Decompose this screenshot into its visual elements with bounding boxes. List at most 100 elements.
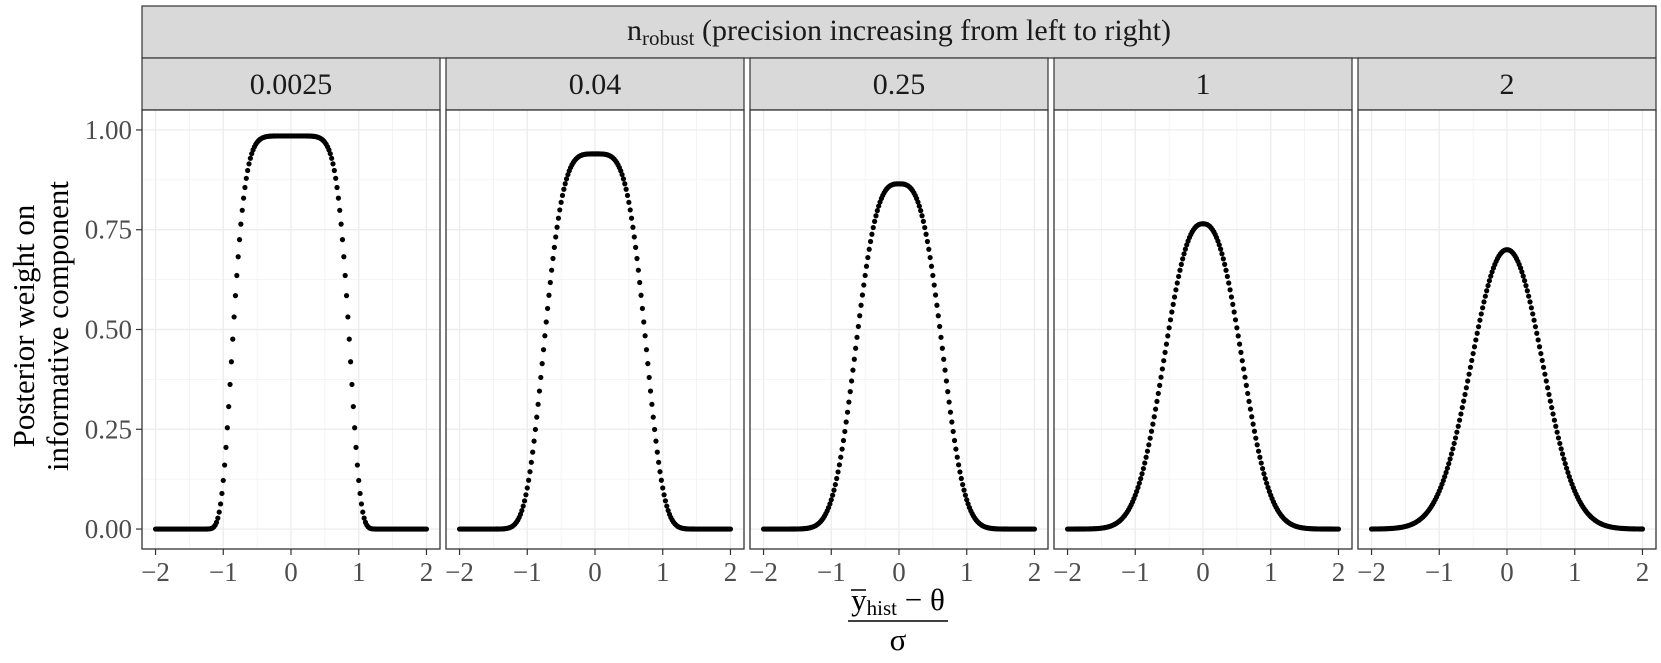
y-tick-label: 0.50 [85, 315, 132, 345]
data-point [542, 333, 548, 339]
data-point [239, 207, 245, 213]
data-point [1450, 446, 1456, 452]
data-point [1182, 246, 1188, 252]
data-point [873, 213, 879, 219]
data-point [528, 459, 534, 465]
data-point [945, 389, 951, 395]
data-point [1528, 305, 1534, 311]
data-point [656, 459, 662, 465]
x-tick-label: 2 [724, 557, 738, 587]
data-point [942, 367, 948, 373]
data-point [1545, 385, 1551, 391]
data-point [538, 374, 544, 381]
data-point [1553, 423, 1559, 429]
data-point [1557, 440, 1563, 447]
data-point [523, 492, 529, 498]
data-point [1440, 477, 1446, 484]
data-point [1465, 378, 1471, 384]
data-point [1480, 305, 1486, 311]
data-point [547, 279, 553, 286]
data-point [353, 444, 359, 450]
panel-grid [1054, 110, 1352, 549]
data-point [1232, 317, 1239, 323]
data-point [1136, 480, 1142, 486]
data-point [827, 501, 833, 507]
data-point [1475, 324, 1482, 330]
data-point [1538, 350, 1544, 357]
data-point [530, 449, 536, 455]
data-point [247, 155, 253, 161]
data-point [213, 519, 220, 525]
data-point [1485, 283, 1491, 289]
data-point [1458, 411, 1464, 417]
data-point [1226, 280, 1232, 286]
panel-strip [749, 57, 1049, 111]
data-point [828, 497, 834, 503]
data-point [563, 176, 570, 182]
data-point [1484, 288, 1490, 294]
data-point [915, 199, 921, 205]
data-point [1442, 474, 1448, 480]
x-tick-label: 1 [960, 557, 974, 587]
data-point [334, 184, 340, 191]
data-point [943, 378, 950, 384]
data-point [1455, 423, 1461, 429]
x-axis-label-numerator: yhist − θ [851, 582, 945, 620]
data-point [543, 319, 549, 325]
data-point [958, 475, 964, 482]
data-point [657, 469, 663, 475]
x-tick-label: −1 [513, 557, 542, 587]
data-point [859, 292, 866, 298]
data-point [1251, 428, 1258, 434]
data-point [1488, 273, 1494, 279]
data-point [653, 438, 659, 444]
series-points [152, 133, 430, 532]
data-point [851, 356, 857, 362]
data-point [1531, 317, 1537, 323]
data-point [329, 155, 335, 161]
data-point [1181, 251, 1187, 257]
data-point [1177, 267, 1183, 273]
series-points [456, 151, 734, 532]
data-point [1167, 317, 1174, 323]
data-point [1162, 349, 1168, 355]
data-point [338, 221, 344, 227]
x-tick-label: −2 [141, 557, 170, 587]
data-point [1235, 333, 1241, 339]
data-point [356, 477, 362, 484]
data-point [1242, 374, 1248, 380]
panel-5: 2 −2 −1 0 1 2 [1357, 57, 1657, 587]
data-point [1249, 414, 1255, 420]
data-point [557, 207, 563, 213]
data-point [839, 446, 845, 452]
data-point [1218, 246, 1224, 252]
data-point [855, 323, 861, 330]
panel-strip-label: 2 [1500, 68, 1515, 101]
x-tick-label: −2 [749, 557, 778, 587]
data-point [1228, 294, 1235, 300]
panel-strip [141, 57, 441, 111]
data-point [622, 181, 628, 187]
data-point [558, 199, 564, 205]
data-point [1519, 269, 1525, 275]
data-point [923, 231, 929, 237]
data-point [1159, 366, 1165, 372]
x-axis-label-denominator: σ [890, 622, 907, 657]
panel-strip-label: 0.25 [873, 68, 926, 101]
data-point [1554, 429, 1560, 435]
data-point [551, 244, 557, 250]
data-point [531, 438, 537, 444]
data-point [1140, 465, 1146, 472]
data-point [1241, 366, 1247, 372]
data-point [1547, 398, 1553, 404]
data-point [215, 515, 221, 521]
data-point [649, 401, 655, 407]
data-point [626, 199, 632, 205]
data-point [638, 292, 644, 298]
data-point [358, 501, 365, 507]
data-point [520, 503, 526, 509]
data-point [1236, 341, 1243, 347]
data-point [327, 151, 333, 157]
data-point [627, 207, 633, 213]
data-point [1467, 364, 1474, 370]
